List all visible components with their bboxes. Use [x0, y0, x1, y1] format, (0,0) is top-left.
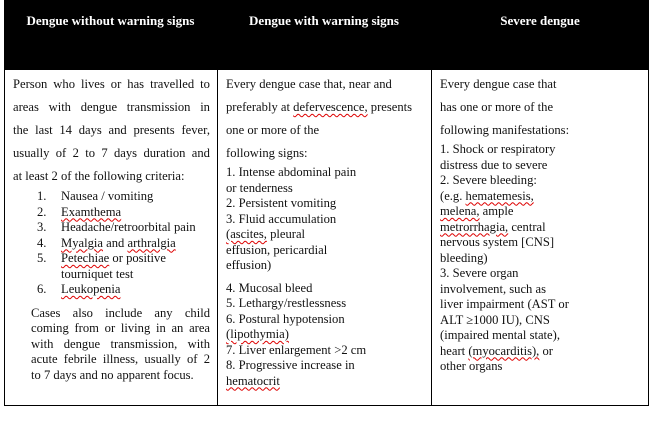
criteria-list-item: tourniquet test	[37, 267, 210, 283]
criteria-list-item: 6. Leukopenia	[37, 282, 210, 298]
text-line: effusion)	[226, 258, 272, 272]
text-line: 1. Intense abdominal pain	[226, 165, 357, 179]
text-line: coming from or living in an area	[31, 321, 211, 335]
text-line: 4. Mucosal bleed	[226, 280, 313, 295]
text-line: other organs	[440, 359, 503, 373]
misspelled-word: (ascites,	[226, 227, 267, 241]
text-line: with dengue transmission, with	[31, 336, 211, 351]
list-number: 2.	[37, 204, 47, 219]
column-with-warning-signs: Every dengue case that, near and preferab…	[226, 73, 426, 389]
text-line: 5. Lethargy/restlessness	[226, 296, 347, 310]
text-line: 2. Persistent vomiting	[226, 196, 337, 210]
text-line: heart (myocarditis), or	[440, 343, 553, 358]
list-text: tourniquet test	[61, 266, 134, 281]
text-line: (ascites, pleural	[226, 227, 306, 241]
text-line: 3. Severe organ	[440, 266, 519, 280]
text-line: distress due to severe	[440, 157, 548, 172]
list-number	[37, 267, 61, 283]
misspelled-word: defervescence,	[293, 100, 368, 114]
text-line: one or more of the	[226, 123, 320, 137]
text-line: (lipothymia)	[226, 327, 426, 343]
text-line: liver impairment (AST or	[440, 297, 569, 311]
text-line: preferably at defervescence, presents	[226, 100, 413, 114]
text-line: melena, ample	[440, 204, 514, 218]
text-line: or tenderness	[226, 180, 293, 195]
text-line: at least 2 of the following criteria:	[13, 169, 185, 183]
misspelled-word: arthralgia	[127, 235, 176, 250]
misspelled-word: Myalgia	[61, 235, 103, 250]
text-line: to 7 days and no apparent focus.	[31, 367, 194, 382]
text-line: (e.g. hematemesis,	[440, 188, 534, 203]
misspelled-word: (myocarditis),	[468, 343, 540, 358]
column-without-warning-signs: Person who lives or has travelled to area…	[13, 73, 210, 383]
text-line: metrorrhagia, central	[440, 219, 546, 234]
list-text: Leukopenia	[61, 282, 120, 298]
list-number: 5.	[37, 251, 47, 265]
text-line: following signs:	[226, 146, 308, 160]
header-dengue-with-warning-signs: Dengue with warning signs	[249, 13, 399, 28]
list-number: 1.	[37, 189, 47, 203]
list-number: 6.	[37, 282, 47, 296]
list-number: 4.	[37, 235, 47, 250]
list-text: Headache/retroorbital pain	[61, 220, 196, 234]
misspelled-word: hematocrit	[226, 373, 280, 388]
text-line: hematocrit	[226, 374, 426, 390]
criteria-list-item: 4. Myalgia and arthralgia	[37, 236, 210, 252]
misspelled-word: Petechiae	[61, 251, 110, 265]
text-line: 2. Severe bleeding:	[440, 173, 537, 187]
text-line: 1. Shock or respiratory	[440, 142, 556, 156]
list-text: Petechiae or positive	[61, 251, 166, 265]
criteria-list-item: 1. Nausea / vomiting	[37, 189, 210, 205]
text-line: bleeding)	[440, 250, 488, 265]
misspelled-word: Examthema	[61, 204, 122, 219]
text-line: acute febrile illness, usually of 2	[31, 352, 210, 366]
text-line: 7. Liver enlargement >2 cm	[226, 342, 367, 357]
misspelled-word: metrorrhagia,	[440, 219, 509, 234]
dengue-classification-table	[4, 70, 649, 406]
list-text: Myalgia and arthralgia	[61, 235, 176, 250]
text-line: usually of 2 to 7 days duration and	[13, 146, 210, 160]
text-line: the last 14 days and presents fever,	[13, 123, 210, 137]
text-line: Cases also include any child	[31, 305, 211, 320]
column-divider	[217, 70, 218, 406]
text-line: involvement, such as	[440, 281, 547, 296]
table-header: Dengue without warning signs Dengue with…	[4, 0, 649, 70]
text-line: (impaired mental state),	[440, 328, 560, 342]
misspelled-word: melena,	[440, 204, 480, 218]
text-line: following manifestations:	[440, 123, 570, 137]
misspelled-word: Leukopenia	[61, 282, 121, 296]
text-line: effusion, pericardial	[226, 242, 328, 257]
list-number: 3.	[37, 220, 47, 234]
criteria-list-item: 2. Examthema	[37, 205, 210, 221]
header-dengue-without-warning-signs: Dengue without warning signs	[26, 13, 195, 28]
text-line: Every dengue case that, near and	[226, 77, 392, 91]
text-line: Every dengue case that	[440, 77, 557, 91]
text-line: has one or more of the	[440, 100, 554, 114]
text-line: ALT ≥1000 IU), CNS	[440, 312, 550, 327]
criteria-list-item: 3. Headache/retroorbital pain	[37, 220, 210, 236]
header-severe-dengue: Severe dengue	[500, 13, 580, 28]
misspelled-word: (lipothymia)	[226, 327, 289, 341]
text-line: 8. Progressive increase in	[226, 358, 355, 372]
text-line: areas with dengue transmission in	[13, 100, 210, 114]
misspelled-word: hematemesis,	[465, 188, 534, 203]
text-line: Person who lives or has travelled to	[13, 77, 210, 91]
column-severe-dengue: Every dengue case that has one or more of…	[440, 73, 640, 375]
text-line: nervous system [CNS]	[440, 235, 555, 249]
column-divider	[431, 70, 432, 406]
criteria-list-item: 5. Petechiae or positive	[37, 251, 210, 267]
list-text: Nausea / vomiting	[61, 189, 154, 203]
text-line: 3. Fluid accumulation	[226, 211, 337, 226]
text-line: 6. Postural hypotension	[226, 311, 345, 326]
list-text: Examthema	[61, 205, 121, 221]
